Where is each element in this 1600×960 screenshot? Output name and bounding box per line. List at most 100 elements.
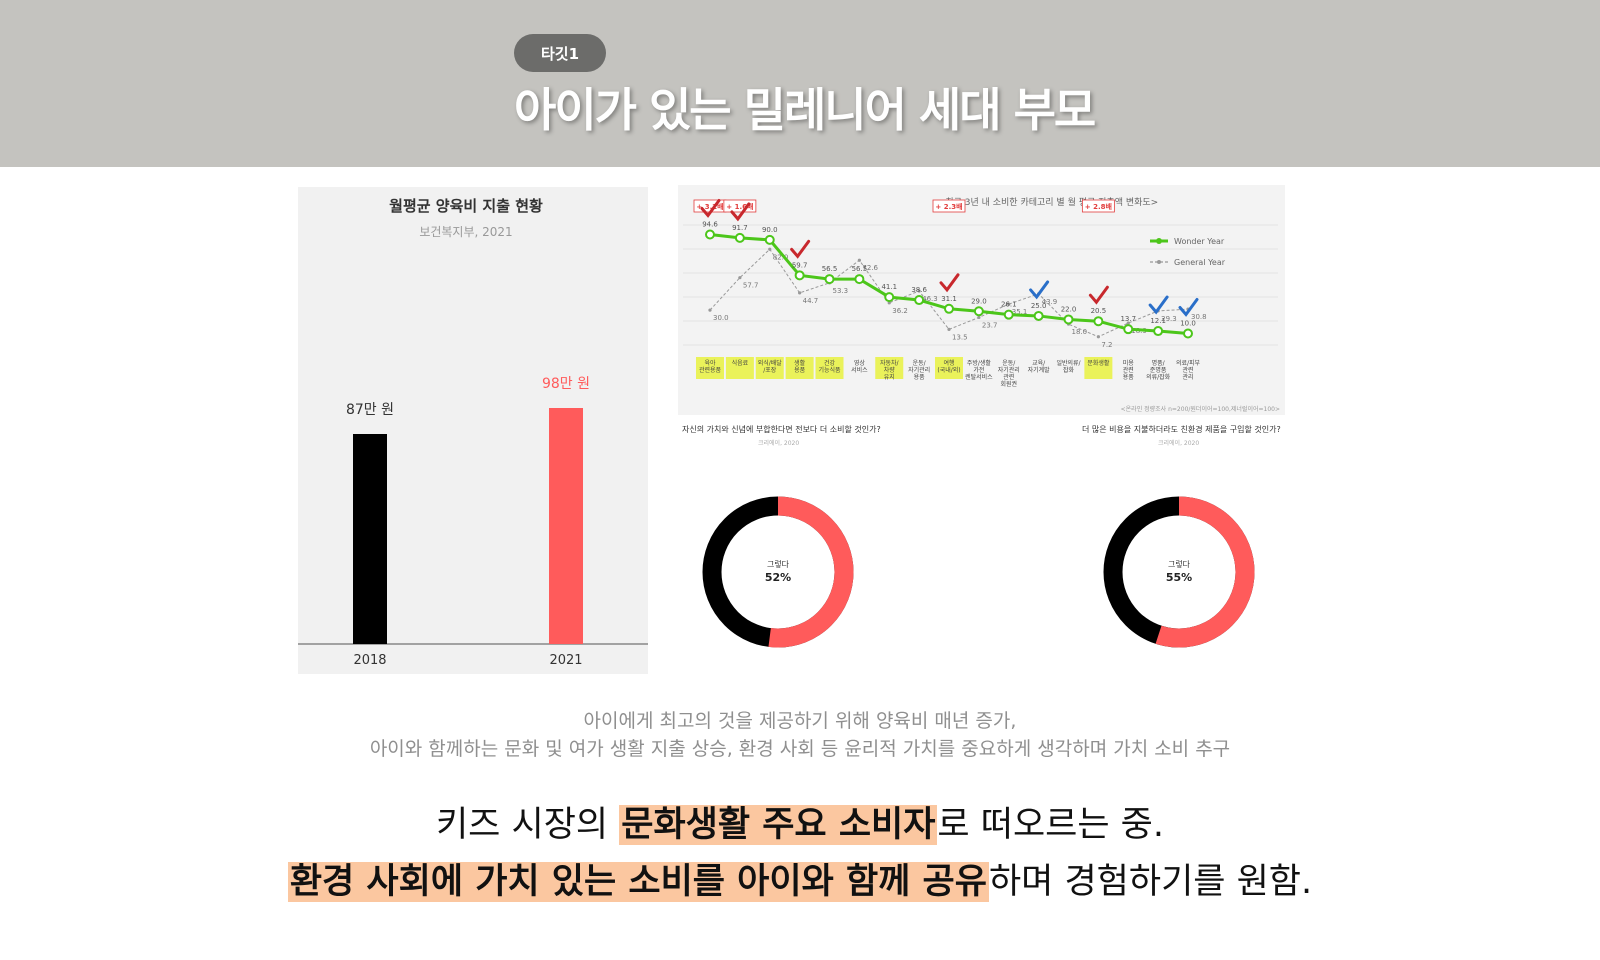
target-badge: 타깃1 xyxy=(514,34,606,72)
category-label-12: 일반의류/잡화 xyxy=(1056,359,1081,374)
bar-chart-svg: 월평균 양육비 지출 현황 보건복지부, 2021 87만 원 2018 98만 원… xyxy=(298,197,648,668)
category-highlight-2 xyxy=(755,357,784,379)
description-text: 아이에게 최고의 것을 제공하기 위해 양육비 매년 증가, 아이와 함께하는 … xyxy=(0,707,1600,763)
header-banner: 타깃1 아이가 있는 밀레니어 세대 부모 xyxy=(0,0,1600,167)
category-label-3: 생활 용품 xyxy=(794,359,806,374)
general-point-5 xyxy=(857,258,861,262)
wonder-point-4 xyxy=(824,274,835,285)
wonder-value-label-3: 59.7 xyxy=(792,261,808,269)
summary-1-highlight: 문화생활 주요 소비자 xyxy=(619,805,938,845)
donut-chart-2: 그렇다 55% xyxy=(1101,494,1257,650)
wonder-point-6 xyxy=(884,292,895,303)
wonder-value-label-6: 41.1 xyxy=(881,283,897,291)
wonder-point-16 xyxy=(1183,328,1193,339)
increase-badge-label-1: + 1.6배 xyxy=(726,202,753,211)
category-label-10: 운동/자기관리 관련 회원권 xyxy=(998,360,1020,388)
increase-badge-3 xyxy=(1081,199,1115,213)
wonder-value-label-5: 56.5 xyxy=(852,265,868,273)
general-point-13 xyxy=(1096,335,1100,339)
donut-source-2: 크리에이, 2020 xyxy=(1158,440,1200,447)
blue-check-icon-15 xyxy=(1148,295,1169,315)
category-label-8: 여행 (국내/외) xyxy=(937,359,960,374)
general-point-7 xyxy=(917,289,921,293)
donut-label-2: 그렇다 xyxy=(1168,559,1191,569)
general-point-1 xyxy=(738,276,742,280)
increase-badge-2 xyxy=(932,199,966,213)
wonder-point-2 xyxy=(764,234,775,245)
wonder-point-10 xyxy=(1003,309,1014,320)
category-label-6: 자동차/차량 유지 xyxy=(880,359,900,381)
general-point-9 xyxy=(977,315,981,320)
general-point-10 xyxy=(1007,302,1011,306)
wonder-point-7 xyxy=(914,295,925,306)
category-highlight-4 xyxy=(815,357,844,379)
general-point-2 xyxy=(768,247,772,251)
wonder-point-15 xyxy=(1153,326,1164,337)
general-value-label-9: 23.7 xyxy=(982,321,998,329)
general-point-8 xyxy=(947,327,951,331)
red-check-icon-1 xyxy=(730,202,751,222)
category-label-4: 건강 기능식품 xyxy=(818,359,841,374)
category-highlight-0 xyxy=(696,357,724,379)
description-line-1: 아이에게 최고의 것을 제공하기 위해 양육비 매년 증가, xyxy=(583,710,1017,732)
line-chart-title: <최근 3년 내 소비한 카테고리 별 월 평균 지출액 변화도> xyxy=(938,196,1158,208)
category-label-15: 명품/준명품 의류/잡화 xyxy=(1146,359,1171,381)
general-value-label-7: 46.3 xyxy=(922,295,938,303)
bar-chart-source: 보건복지부, 2021 xyxy=(419,225,512,239)
wonder-value-label-15: 12.1 xyxy=(1150,317,1166,325)
general-value-label-15: 29.3 xyxy=(1161,315,1177,323)
general-value-label-0: 30.0 xyxy=(713,314,729,322)
wonder-value-label-7: 38.6 xyxy=(911,286,927,294)
category-highlight-13 xyxy=(1084,357,1113,379)
general-value-label-2: 82.0 xyxy=(773,253,789,261)
donut-svg-2: 그렇다 55% xyxy=(1103,496,1255,648)
donut-value-1: 52% xyxy=(765,571,791,584)
category-label-0: 육아 관련용품 xyxy=(699,359,722,374)
category-highlight-3 xyxy=(785,357,814,379)
donut-svg-1: 그렇다 52% xyxy=(702,496,854,648)
general-value-label-6: 36.2 xyxy=(892,307,908,315)
wonder-point-13 xyxy=(1093,316,1104,327)
page-title: 아이가 있는 밀레니어 세대 부모 xyxy=(514,83,1096,137)
wonder-point-9 xyxy=(973,306,984,317)
red-check-icon-0 xyxy=(700,199,721,218)
general-point-0 xyxy=(708,308,712,312)
line-legend: Wonder Year General Year xyxy=(1150,237,1226,267)
category-highlight-8 xyxy=(935,357,963,379)
bar-category-label-2021: 2021 xyxy=(549,653,582,668)
summary-2-highlight: 환경 사회에 가치 있는 소비를 아이와 함께 공유 xyxy=(287,862,989,902)
bar-2021 xyxy=(549,408,583,644)
wonder-point-3 xyxy=(794,270,805,281)
description-line-2: 아이와 함께하는 문화 및 여가 생활 지출 상승, 환경 사회 등 윤리적 가… xyxy=(369,738,1231,760)
wonder-point-0 xyxy=(705,229,715,240)
summary-line-2: 환경 사회에 가치 있는 소비를 아이와 함께 공유하며 경험하기를 원함. xyxy=(0,853,1600,904)
donut-label-1: 그렇다 xyxy=(767,559,790,569)
wonder-value-label-0: 94.6 xyxy=(702,221,718,229)
general-point-14 xyxy=(1126,321,1130,325)
category-highlight-1 xyxy=(725,357,754,379)
wonder-point-1 xyxy=(734,232,745,243)
blue-check-icon-11 xyxy=(1029,280,1050,300)
general-value-label-11: 43.9 xyxy=(1042,298,1058,306)
wonder-point-11 xyxy=(1033,310,1044,321)
wonder-point-12 xyxy=(1063,314,1074,325)
bar-2018 xyxy=(353,434,387,644)
wonder-value-label-16: 10.0 xyxy=(1180,319,1196,327)
summary-1-post: 로 떠오르는 중. xyxy=(937,805,1164,845)
general-value-label-1: 57.7 xyxy=(743,282,759,290)
category-label-5: 영상 서비스 xyxy=(851,359,868,374)
summary-line-1: 키즈 시장의 문화생활 주요 소비자로 떠오르는 중. xyxy=(0,796,1600,847)
general-value-label-16: 30.8 xyxy=(1191,313,1207,321)
legend-wonder-year: Wonder Year xyxy=(1174,237,1225,246)
wonder-point-5 xyxy=(854,274,865,285)
donut-ring-value-2 xyxy=(1103,496,1255,648)
general-value-label-5: 72.6 xyxy=(862,264,878,272)
general-value-label-10: 35.1 xyxy=(1012,308,1028,316)
wonder-value-label-8: 31.1 xyxy=(941,295,957,303)
category-label-13: 문화생활 xyxy=(1087,359,1110,367)
general-value-label-4: 53.3 xyxy=(833,287,849,295)
red-check-icon-13 xyxy=(1088,285,1109,305)
wonder-value-label-12: 22.0 xyxy=(1061,305,1077,313)
wonder-value-label-14: 13.7 xyxy=(1120,315,1136,323)
wonder-value-label-1: 91.7 xyxy=(732,224,748,232)
